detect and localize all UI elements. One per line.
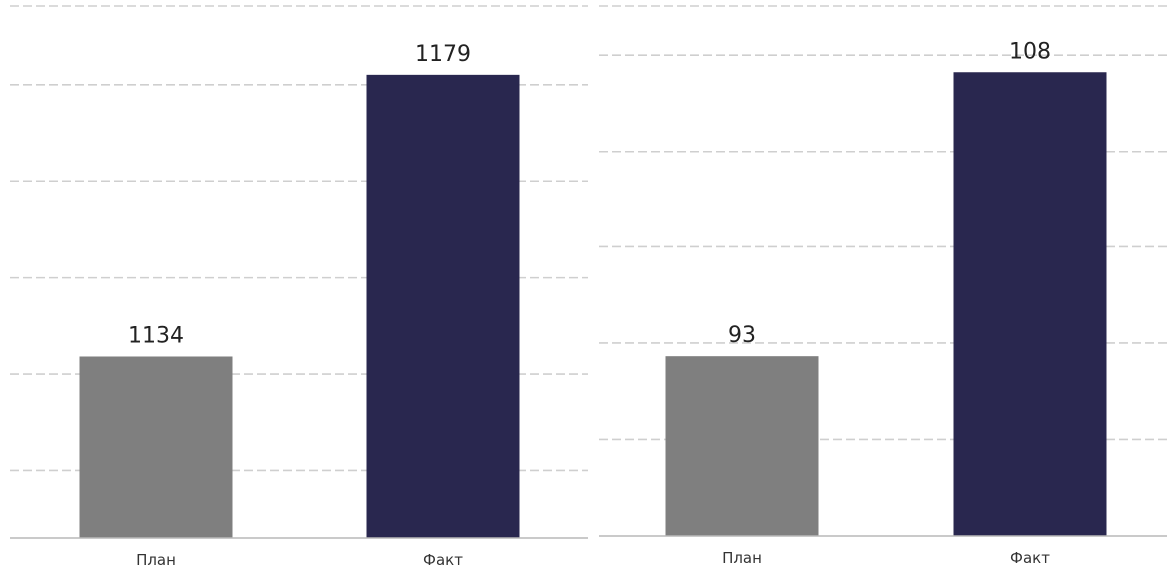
value-label-fact: 1179	[415, 42, 471, 67]
bar-fact	[366, 74, 520, 539]
category-label-plan: План	[722, 549, 762, 567]
category-label-plan: План	[136, 551, 176, 569]
value-label-plan: 93	[728, 323, 756, 348]
value-label-fact: 108	[1009, 39, 1051, 64]
bar-chart-2: 93 План 108 Факт	[599, 5, 1167, 567]
bar-plan	[79, 356, 233, 538]
bar-plan	[665, 356, 819, 536]
bar-fact	[953, 72, 1107, 536]
category-label-fact: Факт	[1010, 549, 1050, 567]
category-label-fact: Факт	[423, 551, 463, 569]
bar-chart-1: 1134 План 1179 Факт	[10, 5, 588, 569]
value-label-plan: 1134	[128, 323, 184, 348]
